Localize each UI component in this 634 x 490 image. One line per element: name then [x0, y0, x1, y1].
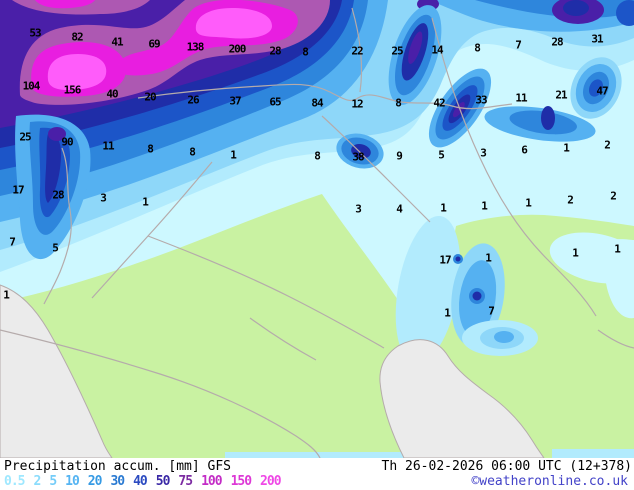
model-text: GFS — [207, 459, 231, 474]
legend-value: 20 — [87, 474, 103, 489]
legend-value: 150 — [230, 474, 253, 489]
precip-map: 53 82 41 69 138 200 28 8 22 25 14 8 7 28 31 104 156 40 20 2… — [0, 0, 634, 458]
legend-value: 30 — [110, 474, 125, 489]
legend-value: 2 — [33, 474, 41, 489]
legend-value: 10 — [65, 474, 80, 489]
map-title: Precipitation accum. [mm] GFS — [0, 459, 231, 474]
precip-legend: 0.5 2 5 10 20 30 40 50 75 100 150 200 — [0, 474, 282, 489]
legend-value: 0.5 — [4, 474, 26, 489]
legend-value: 40 — [133, 474, 148, 489]
footer-bar: Precipitation accum. [mm] GFS Th 26-02-2… — [0, 458, 634, 490]
precip-map-svg — [0, 0, 634, 458]
country-borders — [0, 7, 634, 458]
legend-value: 200 — [260, 474, 282, 489]
datetime-label: Th 26-02-2026 06:00 UTC (12+378) — [381, 459, 632, 474]
legend-value: 50 — [155, 474, 171, 489]
unit-text: [mm] — [168, 459, 200, 474]
legend-value: 5 — [49, 474, 57, 489]
legend-value: 75 — [178, 474, 193, 489]
legend-value: 100 — [201, 474, 223, 489]
title-text: Precipitation accum. — [4, 459, 161, 474]
copyright-label: ©weatheronline.co.uk — [471, 474, 628, 489]
